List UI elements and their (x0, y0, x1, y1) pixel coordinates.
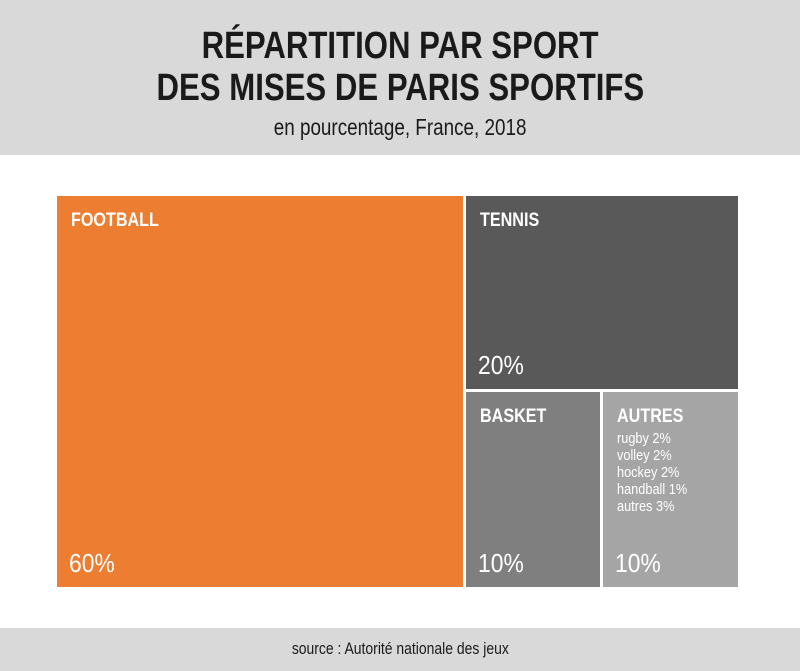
treemap-cell-tennis: TENNIS 20% (466, 196, 738, 389)
breakdown-item: hockey 2% (617, 464, 680, 481)
cell-value: 10% (478, 548, 524, 578)
cell-label: BASKET (480, 406, 547, 427)
autres-breakdown: rugby 2% volley 2% hockey 2% handball 1%… (617, 430, 687, 515)
cell-value: 20% (478, 350, 524, 380)
breakdown-item: autres 3% (617, 498, 675, 515)
cell-label: AUTRES (617, 406, 684, 427)
cell-value: 10% (615, 548, 661, 578)
breakdown-item: handball 1% (617, 481, 688, 498)
treemap-cell-football: FOOTBALL 60% (57, 196, 463, 587)
breakdown-item: rugby 2% (617, 430, 671, 447)
source-note: source : Autorité nationale des jeux (291, 639, 509, 658)
cell-label: TENNIS (480, 210, 540, 231)
breakdown-item: volley 2% (617, 447, 672, 464)
chart-title-line2: DES MISES DE PARIS SPORTIFS (156, 67, 644, 109)
treemap-cell-autres: AUTRES rugby 2% volley 2% hockey 2% hand… (603, 392, 738, 587)
chart-subtitle: en pourcentage, France, 2018 (273, 114, 527, 140)
footer-band: source : Autorité nationale des jeux (0, 628, 800, 671)
header-band: RÉPARTITION PAR SPORT DES MISES DE PARIS… (0, 0, 800, 155)
cell-value: 60% (69, 548, 115, 578)
treemap-cell-basket: BASKET 10% (466, 392, 600, 587)
cell-label: FOOTBALL (71, 210, 159, 231)
chart-title-line1: RÉPARTITION PAR SPORT (201, 25, 599, 67)
